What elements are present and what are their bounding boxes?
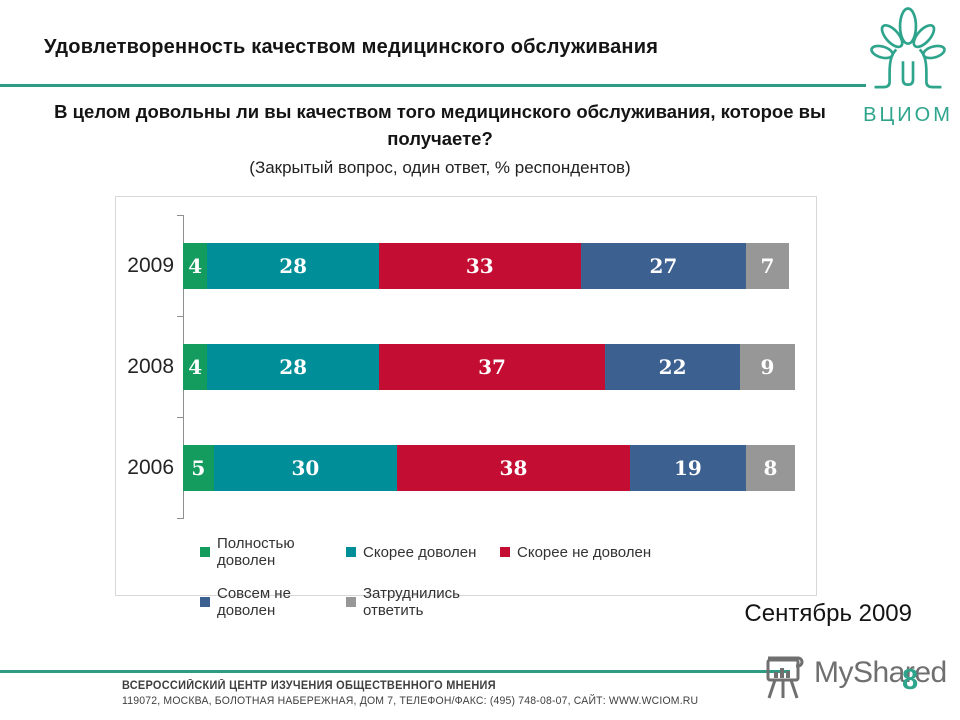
bar-value-label: 5	[191, 455, 206, 480]
bar-segment: 37	[378, 343, 606, 390]
bar-value-label: 38	[499, 455, 528, 480]
footer: ВСЕРОССИЙСКИЙ ЦЕНТР ИЗУЧЕНИЯ ОБЩЕСТВЕННО…	[122, 680, 698, 707]
bar-track: 4 28 33 27 7	[183, 242, 795, 289]
question-text: В целом довольны ли вы качеством того ме…	[54, 101, 826, 149]
legend-marker	[200, 547, 210, 557]
bar-segment: 5	[183, 444, 214, 491]
bar-track: 4 28 37 22 9	[183, 343, 795, 390]
category-label: 2008	[127, 354, 174, 378]
myshared-watermark[interactable]: MyShared 8	[760, 648, 960, 712]
footer-org-name: ВСЕРОССИЙСКИЙ ЦЕНТР ИЗУЧЕНИЯ ОБЩЕСТВЕННО…	[122, 680, 496, 692]
bar-value-label: 28	[279, 253, 308, 278]
bar-value-label: 7	[760, 253, 775, 278]
axis-tick	[177, 215, 183, 216]
legend-marker	[346, 597, 356, 607]
bar-value-label: 30	[291, 455, 320, 480]
footer-divider	[0, 670, 790, 673]
legend-item: Затруднились ответить	[346, 585, 500, 619]
chart-rows: 2009 4 28 33 27 7 2008 4 28 37 22 9 2006 5 30 38 19 8	[116, 215, 814, 518]
bar-value-label: 33	[465, 253, 494, 278]
date-label: Сентябрь 2009	[744, 600, 912, 627]
chart-row: 2008 4 28 37 22 9	[116, 316, 814, 417]
legend-item: Полностью доволен	[200, 535, 346, 569]
myshared-wordmark: MyShared	[814, 656, 947, 689]
legend-marker	[346, 547, 356, 557]
page-title: Удовлетворенность качеством медицинского…	[44, 36, 659, 58]
logo-wordmark: ВЦИОМ	[863, 104, 953, 126]
legend-marker	[200, 597, 210, 607]
bar-value-label: 4	[188, 354, 203, 379]
legend-label: Скорее не доволен	[517, 543, 652, 561]
legend-label: Полностью доволен	[217, 535, 295, 569]
page-number: 8	[902, 664, 919, 696]
bar-segment: 9	[739, 343, 795, 390]
chart: 2009 4 28 33 27 7 2008 4 28 37 22 9 2006 5 30 38 19 8 Пол…	[115, 196, 817, 619]
header-divider	[0, 84, 866, 87]
bar-value-label: 8	[763, 455, 778, 480]
bar-value-label: 28	[279, 354, 308, 379]
flipchart-icon	[760, 656, 810, 708]
axis-tick	[177, 316, 183, 317]
bar-value-label: 37	[478, 354, 506, 379]
bar-value-label: 19	[673, 455, 702, 480]
bar-value-label: 9	[760, 354, 775, 379]
legend-label: Совсем не доволен	[217, 585, 291, 619]
category-label: 2009	[127, 253, 174, 277]
legend-label: Затруднились ответить	[363, 585, 460, 619]
bar-segment: 30	[213, 444, 398, 491]
chart-row: 2009 4 28 33 27 7	[116, 215, 814, 316]
bar-segment: 4	[183, 242, 208, 289]
bar-segment: 28	[207, 242, 379, 289]
bar-segment: 7	[746, 242, 789, 289]
bar-segment: 8	[746, 444, 795, 491]
plant-icon	[866, 6, 950, 103]
legend-label: Скорее доволен	[363, 543, 477, 561]
legend-item: Совсем не доволен	[200, 585, 346, 619]
bar-segment: 27	[580, 242, 747, 289]
bar-segment: 22	[605, 343, 740, 390]
axis-tick	[177, 518, 183, 519]
vciom-logo: ВЦИОМ	[858, 6, 958, 126]
bar-segment: 28	[207, 343, 379, 390]
footer-address: 119072, МОСКВА, БОЛОТНАЯ НАБЕРЕЖНАЯ, ДОМ…	[122, 695, 699, 707]
question-note: (Закрытый вопрос, один ответ, % респонде…	[249, 158, 631, 177]
bar-track: 5 30 38 19 8	[183, 444, 795, 491]
chart-row: 2006 5 30 38 19 8	[116, 417, 814, 518]
bar-value-label: 4	[188, 253, 203, 278]
bar-segment: 4	[183, 343, 208, 390]
legend-marker	[500, 547, 510, 557]
bar-value-label: 27	[649, 253, 678, 278]
category-label: 2006	[127, 455, 174, 479]
axis-tick	[177, 417, 183, 418]
bar-value-label: 22	[658, 354, 687, 379]
bar-segment: 33	[378, 242, 581, 289]
legend-item: Скорее не доволен	[500, 535, 651, 569]
bar-segment: 19	[629, 444, 746, 491]
chart-legend: Полностью доволен Скорее доволен Скорее не…	[200, 535, 651, 619]
legend-item: Скорее доволен	[346, 535, 500, 569]
bar-segment: 38	[397, 444, 630, 491]
